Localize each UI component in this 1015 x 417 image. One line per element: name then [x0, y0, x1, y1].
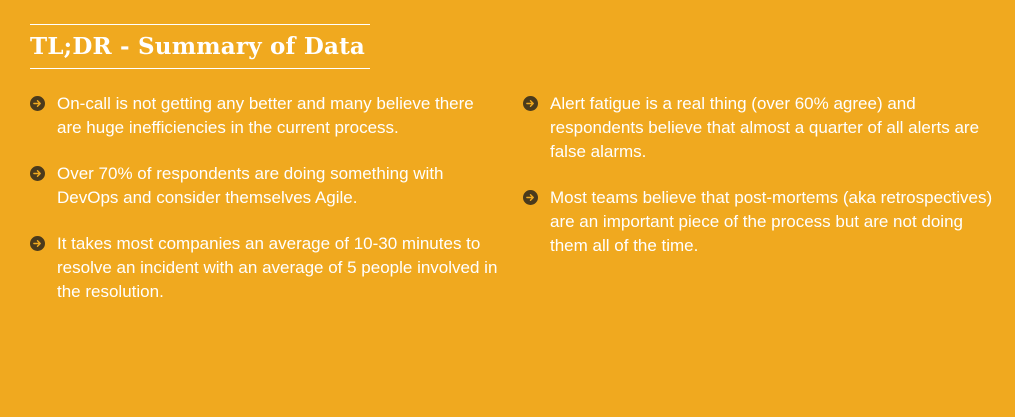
summary-item-text: It takes most companies an average of 10… [57, 234, 498, 301]
summary-item: It takes most companies an average of 10… [30, 232, 500, 304]
page-title: TL;DR - Summary of Data [30, 33, 366, 60]
summary-item: Over 70% of respondents are doing someth… [30, 162, 500, 210]
arrow-right-circle-icon [30, 166, 45, 181]
left-column: On-call is not getting any better and ma… [30, 92, 500, 326]
summary-item: Most teams believe that post-mortems (ak… [523, 186, 993, 258]
summary-item: On-call is not getting any better and ma… [30, 92, 500, 140]
arrow-right-circle-icon [523, 190, 538, 205]
arrow-right-circle-icon [30, 236, 45, 251]
title-top-rule [30, 24, 370, 25]
title-block: TL;DR - Summary of Data [30, 24, 370, 69]
arrow-right-circle-icon [30, 96, 45, 111]
right-column: Alert fatigue is a real thing (over 60% … [523, 92, 993, 280]
title-bottom-rule [30, 68, 370, 69]
summary-item: Alert fatigue is a real thing (over 60% … [523, 92, 993, 164]
summary-item-text: Alert fatigue is a real thing (over 60% … [550, 94, 980, 161]
summary-item-text: On-call is not getting any better and ma… [57, 94, 474, 137]
summary-item-text: Most teams believe that post-mortems (ak… [550, 188, 993, 255]
arrow-right-circle-icon [523, 96, 538, 111]
summary-item-text: Over 70% of respondents are doing someth… [57, 164, 444, 207]
